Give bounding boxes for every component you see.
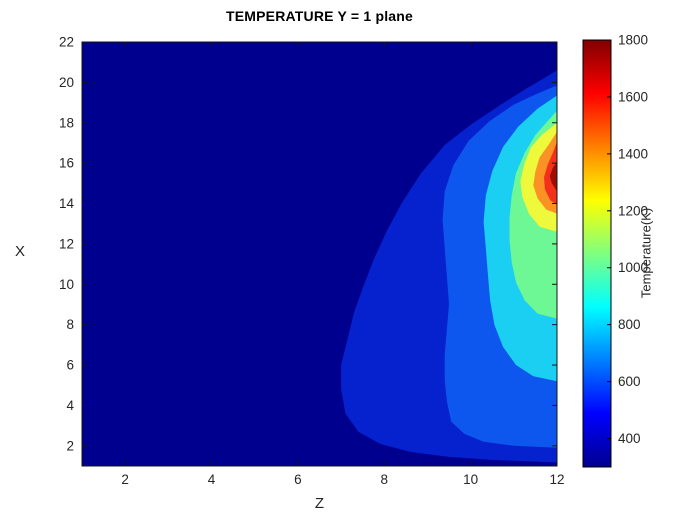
x-axis-label: Z [314,495,325,512]
colorbar-tick-label: 600 [618,374,641,389]
x-tick-label: 4 [208,472,216,487]
x-tick-label: 12 [549,472,564,487]
y-tick-label: 20 [59,75,74,90]
y-tick-label: 14 [59,196,75,211]
colorbar-label-text: Temperature(K) [638,207,654,299]
x-tick-label: 10 [463,472,478,487]
y-tick-label: 2 [66,438,74,453]
colorbar-tick-label: 400 [618,431,641,446]
x-tick-label: 8 [381,472,389,487]
y-tick-label: 10 [59,277,74,292]
colorbar-tick-label: 1800 [618,33,648,48]
colorbar-tick-label: 1200 [618,203,648,218]
y-tick-label: 16 [59,156,74,171]
axes-box [81,41,558,467]
y-tick-label: 12 [59,236,74,251]
colorbar [582,39,612,468]
x-tick-label: 2 [121,472,129,487]
y-tick-label: 8 [66,317,74,332]
chart-title: TEMPERATURE Y = 1 plane [225,8,414,24]
y-tick-label: 6 [66,358,74,373]
y-tick-label: 18 [59,115,74,130]
band-1467-1633 [544,141,557,205]
y-tick-label: 22 [59,35,74,50]
x-tick-label: 6 [294,472,302,487]
colorbar-tick-label: 1600 [618,89,648,104]
colorbar-tick-label: 1000 [618,260,648,275]
band-1633-1800 [549,161,557,192]
colorbar-tick-label: 1400 [618,146,648,161]
colorbar-tick-label: 800 [618,317,641,332]
y-axis-label: X [14,243,25,260]
y-tick-label: 4 [66,398,74,413]
